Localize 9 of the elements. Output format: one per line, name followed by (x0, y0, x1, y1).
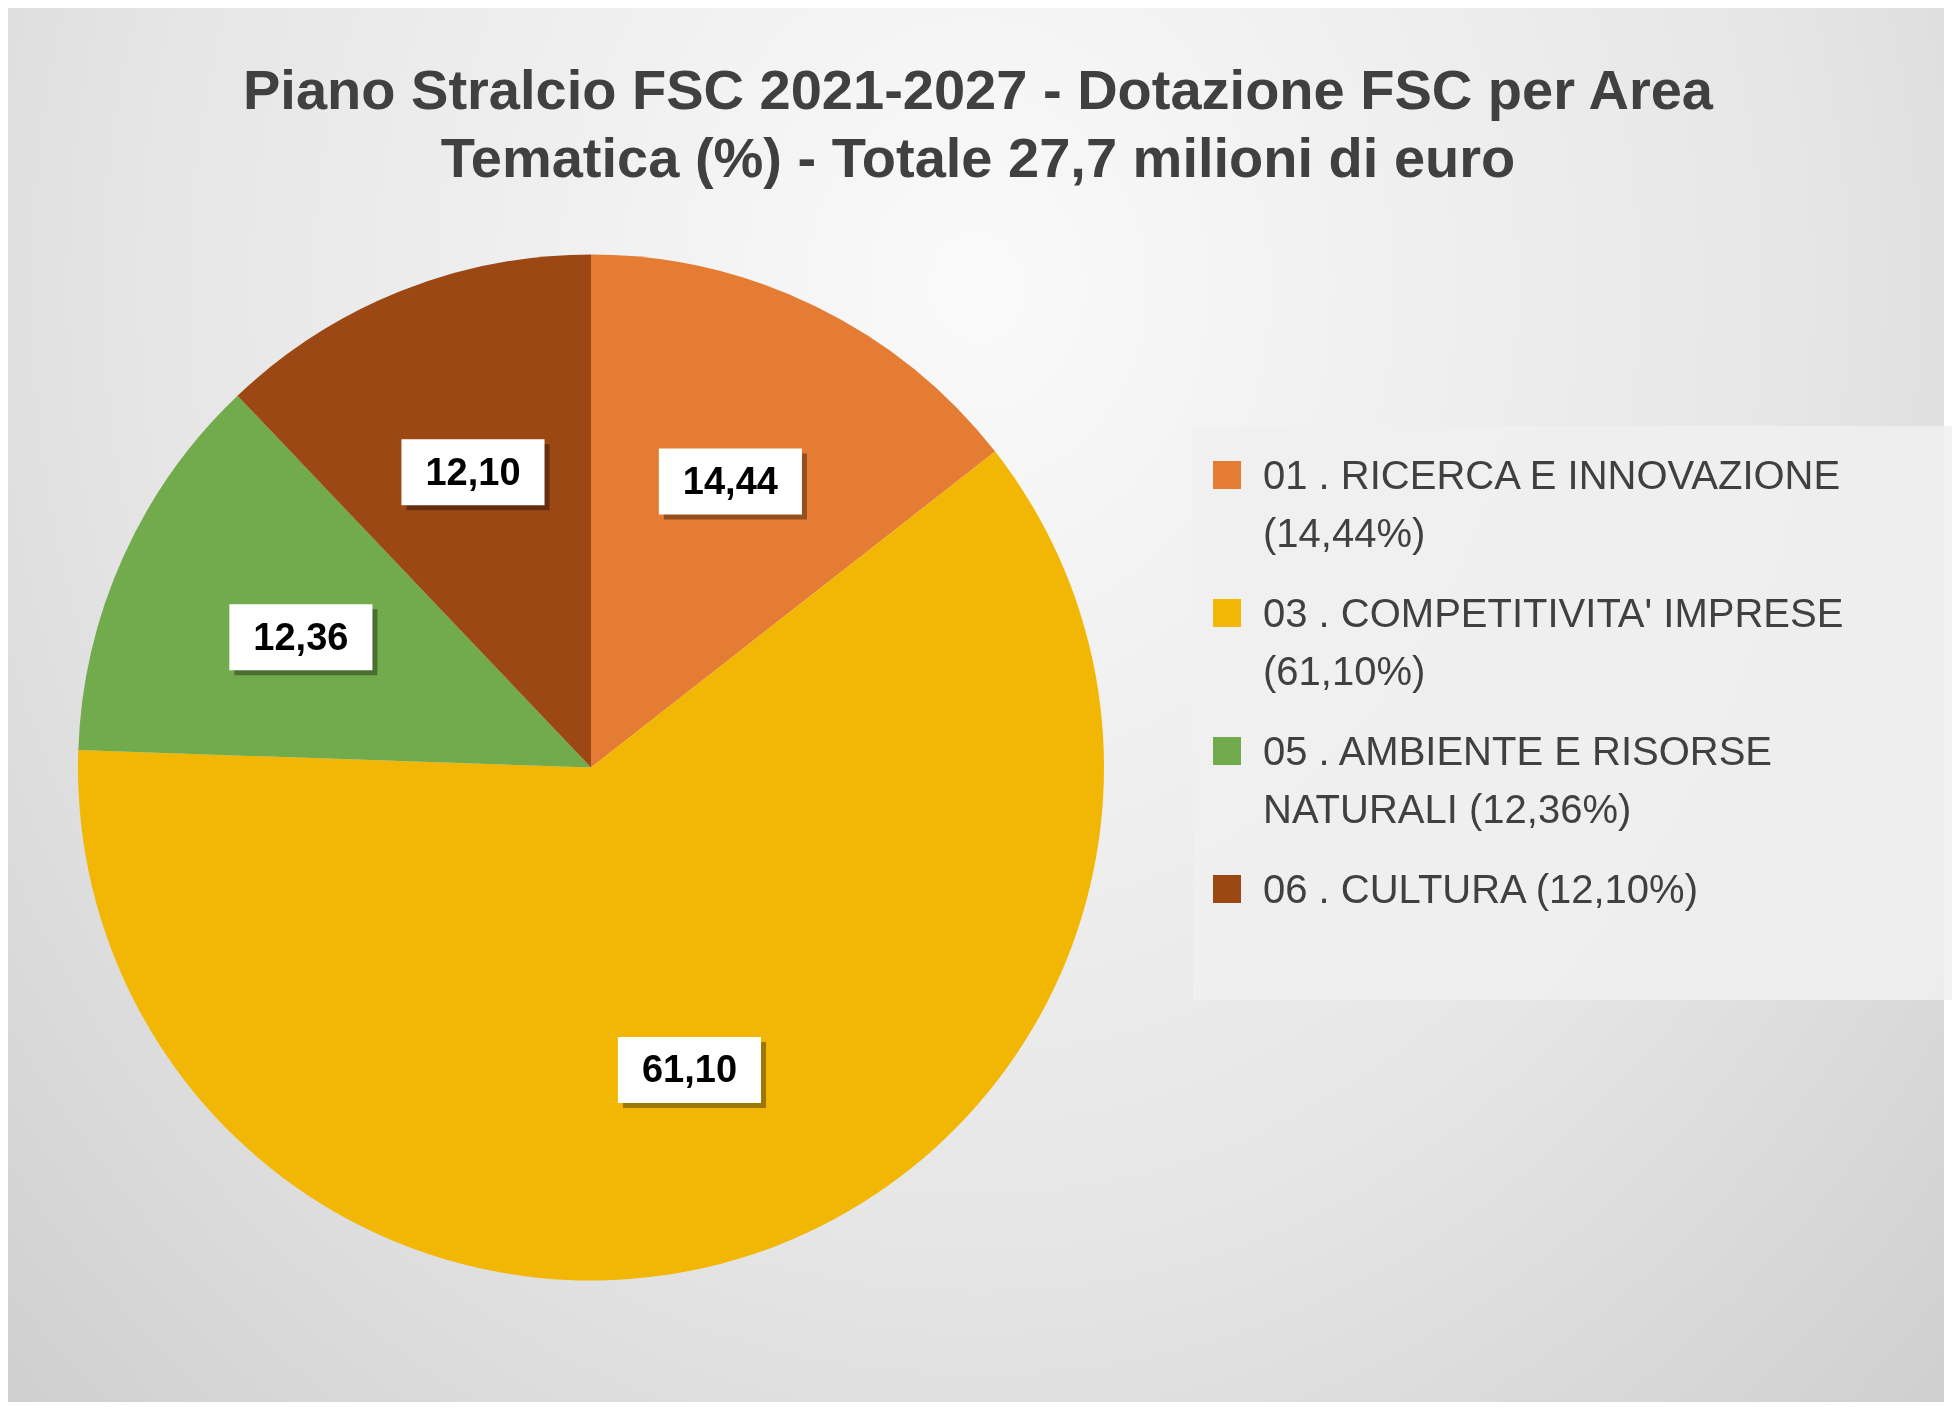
chart-title: Piano Stralcio FSC 2021-2027 - Dotazione FSC per Area Tematica (%) - Totale 27,7 milioni di euro (242, 57, 1715, 191)
data-label: 12,36 (253, 615, 349, 658)
legend-label: 05 . AMBIENTE E RISORSE NATURALI (12,36%) (1263, 728, 1774, 833)
legend-label: 01 . RICERCA E INNOVAZIONE (14,44%) (1263, 452, 1842, 557)
legend-label: 03 . COMPETITIVITA' IMPRESE (61,10%) (1263, 590, 1845, 695)
legend-label: 06 . CULTURA (12,10%) (1263, 866, 1698, 913)
data-label: 61,10 (641, 1048, 738, 1091)
data-label: 14,44 (682, 460, 778, 503)
data-label: 12,10 (425, 450, 521, 493)
